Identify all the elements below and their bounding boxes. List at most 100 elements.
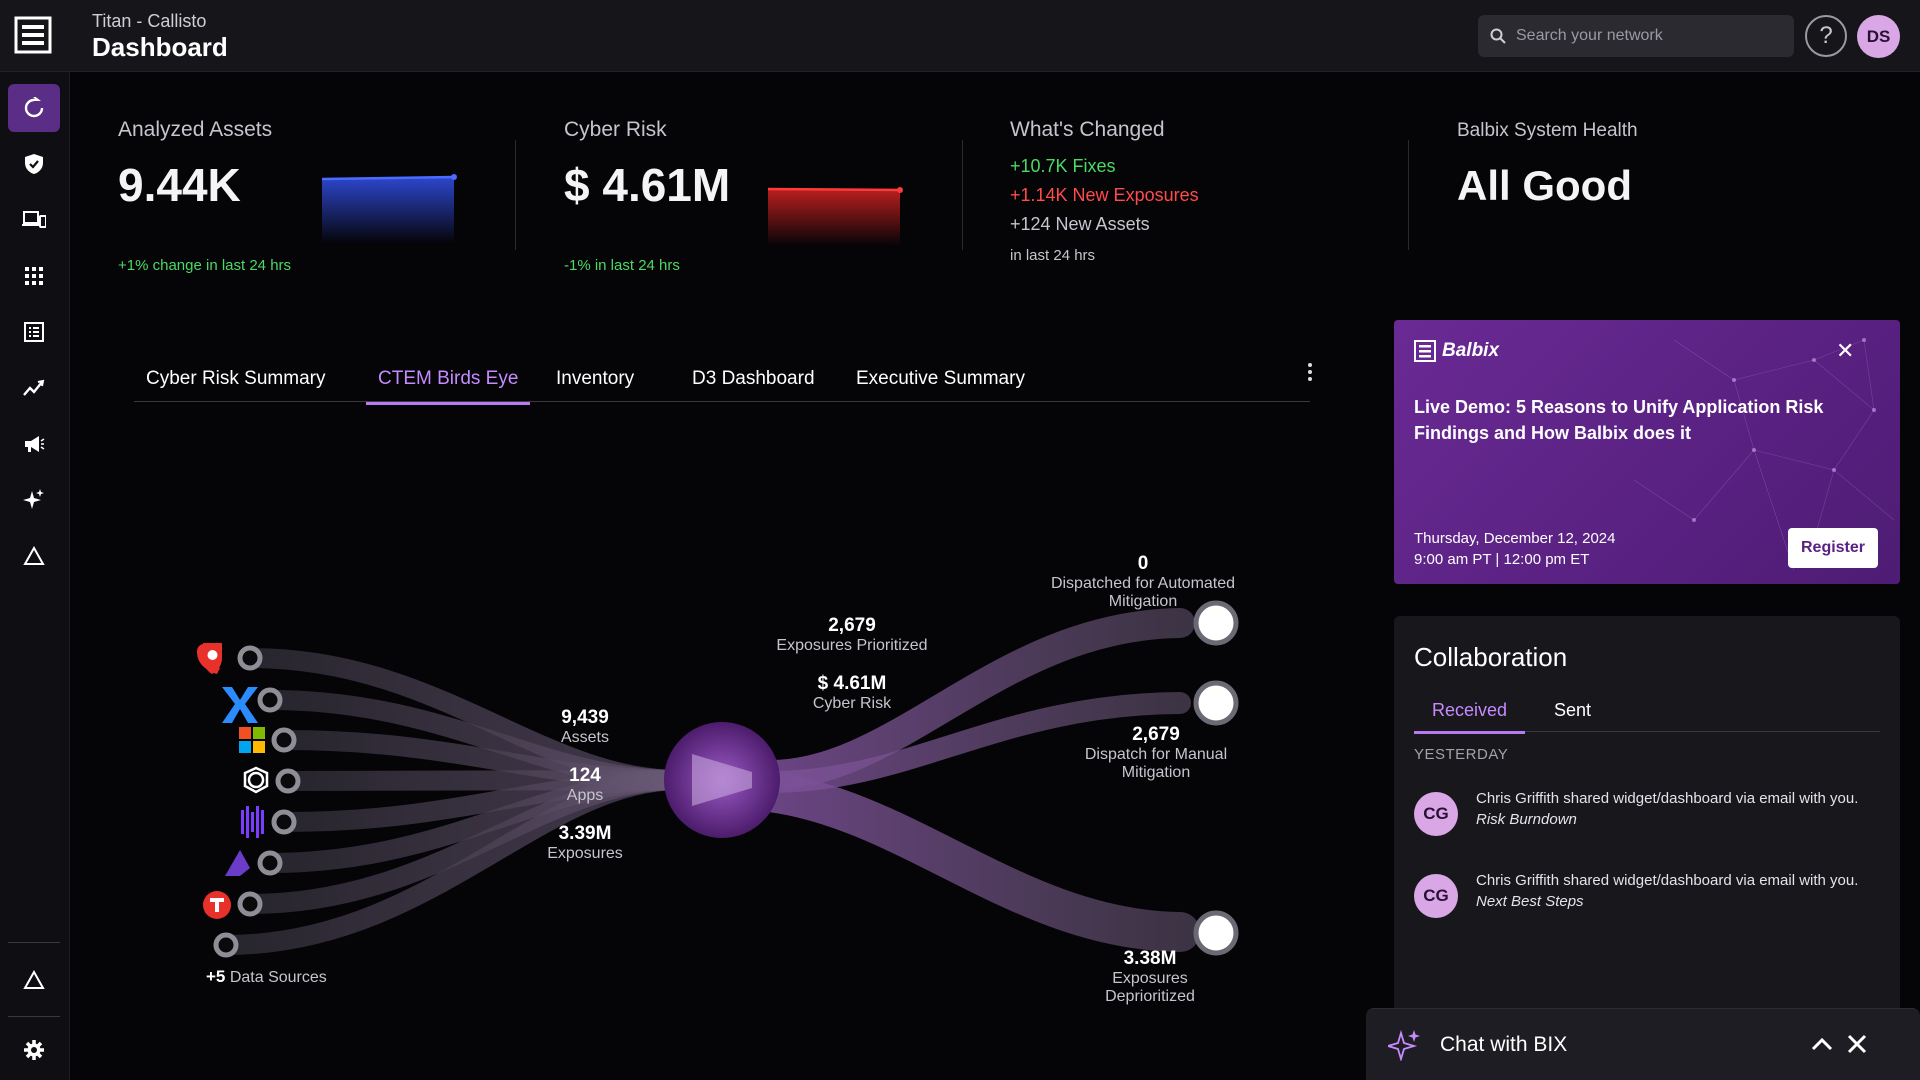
- nav-security[interactable]: [8, 140, 60, 188]
- search-input[interactable]: [1516, 27, 1786, 45]
- promo-date: Thursday, December 12, 2024: [1414, 530, 1616, 547]
- message-text: Chris Griffith shared widget/dashboard v…: [1476, 788, 1886, 830]
- prioritized-label: Exposures Prioritized: [776, 637, 928, 654]
- kpi-change: -1% in last 24 hrs: [564, 257, 680, 274]
- tab-ctem-birds-eye[interactable]: CTEM Birds Eye: [366, 368, 531, 405]
- prioritized-value: 2,679: [828, 615, 876, 636]
- automated-label: Dispatched for Automated Mitigation: [1050, 575, 1236, 610]
- prioritized-stat: 2,679 Exposures Prioritized: [752, 615, 952, 655]
- chat-with-bix-bar[interactable]: Chat with BIX: [1366, 1008, 1920, 1080]
- deprioritized-value: 3.38M: [1123, 948, 1177, 969]
- kpi-value: 9.44K: [118, 159, 241, 211]
- fixes-count: +10.7K Fixes: [1010, 156, 1116, 176]
- search-box[interactable]: [1478, 15, 1794, 57]
- shield-check-icon: [25, 154, 43, 174]
- page-title: Dashboard: [92, 32, 228, 62]
- kpi-whats-changed[interactable]: What's Changed +10.7K Fixes +1.14K New E…: [1010, 118, 1199, 264]
- tab-d3-dashboard[interactable]: D3 Dashboard: [692, 368, 815, 389]
- kpi-system-health[interactable]: Balbix System Health All Good: [1457, 120, 1638, 210]
- kpi-cyber-risk[interactable]: Cyber Risk $ 4.61M: [564, 118, 730, 212]
- apps-label: Apps: [566, 787, 604, 804]
- risk-sparkline: [768, 187, 903, 246]
- kpi-value: $ 4.61M: [564, 159, 731, 211]
- promo-datetime: Thursday, December 12, 2024 9:00 am PT |…: [1414, 528, 1616, 570]
- sparkle-icon: [23, 489, 44, 509]
- chevron-up-icon[interactable]: [1810, 1035, 1834, 1053]
- message-body: Chris Griffith shared widget/dashboard v…: [1476, 790, 1859, 807]
- promo-brand: Balbix: [1414, 340, 1499, 362]
- data-sources-more-count: +5: [206, 967, 226, 986]
- register-button[interactable]: Register: [1788, 528, 1878, 568]
- new-assets-count: +124 New Assets: [1010, 214, 1150, 234]
- kpi-label: Cyber Risk: [564, 118, 667, 141]
- openai-logo-icon: [243, 766, 269, 794]
- shared-item-name: Next Best Steps: [1476, 893, 1584, 910]
- kpi-label: Balbix System Health: [1457, 120, 1638, 141]
- top-bar: Titan - Callisto Dashboard ? DS: [0, 0, 1920, 72]
- qualys-logo-icon: [197, 643, 222, 674]
- tab-received[interactable]: Received: [1414, 700, 1526, 734]
- avatar: CG: [1414, 792, 1458, 836]
- chat-label: Chat with BIX: [1440, 1033, 1568, 1056]
- nav-devices[interactable]: [8, 196, 60, 244]
- automated-node: [1193, 600, 1239, 646]
- promo-brand-name: Balbix: [1442, 340, 1500, 361]
- help-button[interactable]: ?: [1805, 15, 1847, 57]
- collaboration-tabs: Received Sent: [1414, 692, 1880, 734]
- apps-value: 124: [569, 765, 601, 786]
- nav-dashboard[interactable]: [8, 84, 60, 132]
- user-avatar[interactable]: DS: [1857, 15, 1900, 58]
- nav-warnings[interactable]: [8, 956, 60, 1004]
- sidebar-divider: [8, 942, 60, 943]
- exposures-value: 3.39M: [558, 823, 612, 844]
- tenable-logo-icon: [203, 891, 231, 919]
- more-options-icon[interactable]: [1300, 360, 1320, 386]
- kpi-analyzed-assets[interactable]: Analyzed Assets 9.44K: [118, 118, 272, 212]
- apps-stat: 124 Apps: [520, 765, 650, 805]
- tab-sent[interactable]: Sent: [1554, 700, 1592, 720]
- close-icon[interactable]: [1846, 1033, 1868, 1055]
- kpi-change: +1% change in last 24 hrs: [118, 257, 292, 274]
- nav-ai[interactable]: [8, 476, 60, 524]
- nav-trends[interactable]: [8, 364, 60, 412]
- tab-cyber-risk-summary[interactable]: Cyber Risk Summary: [146, 368, 326, 389]
- deprioritized-node: [1193, 910, 1239, 956]
- kpi-value: All Good: [1457, 162, 1632, 209]
- gear-icon: [24, 1040, 44, 1060]
- nav-announcements[interactable]: [8, 420, 60, 468]
- manual-value: 2,679: [1132, 724, 1180, 745]
- promo-time: 9:00 am PT | 12:00 pm ET: [1414, 551, 1590, 568]
- triangle-logo-icon: [225, 850, 250, 876]
- close-icon[interactable]: ✕: [1836, 338, 1855, 363]
- manual-label: Dispatch for Manual Mitigation: [1084, 746, 1228, 781]
- balbix-logo-icon: [1414, 340, 1436, 362]
- ctem-flow-diagram: [197, 600, 1239, 958]
- devices-icon: [22, 211, 46, 228]
- deprioritized-stat: 3.38M Exposures Deprioritized: [1086, 948, 1214, 1006]
- nav-reports[interactable]: [8, 308, 60, 356]
- sidebar-divider: [8, 1016, 60, 1017]
- flow-cyber-risk-value: $ 4.61M: [817, 673, 887, 694]
- nav-apps[interactable]: [8, 252, 60, 300]
- tab-inventory[interactable]: Inventory: [556, 368, 635, 389]
- nav-settings[interactable]: [8, 1026, 60, 1074]
- search-icon: [1490, 28, 1506, 44]
- data-sources-label: +5 Data Sources: [206, 967, 346, 987]
- assets-sparkline: [322, 174, 457, 244]
- tab-executive-summary[interactable]: Executive Summary: [856, 368, 1025, 389]
- trend-chart-icon: [23, 379, 45, 396]
- incoming-streams: [216, 648, 690, 955]
- kpi-label: What's Changed: [1010, 118, 1165, 141]
- megaphone-icon: [25, 436, 45, 452]
- balbix-logo-icon[interactable]: [14, 16, 52, 54]
- assets-label: Assets: [560, 729, 609, 746]
- message-text: Chris Griffith shared widget/dashboard v…: [1476, 870, 1886, 912]
- nav-alerts[interactable]: [8, 532, 60, 580]
- webinar-promo-card: Balbix Live Demo: 5 Reasons to Unify App…: [1394, 320, 1900, 584]
- refresh-circle-icon: [24, 97, 44, 118]
- shared-item-name: Risk Burndown: [1476, 811, 1577, 828]
- new-exposures-count: +1.14K New Exposures: [1010, 185, 1199, 205]
- exposures-label: Exposures: [547, 845, 623, 862]
- collaboration-title: Collaboration: [1414, 642, 1568, 672]
- network-pattern: [1633, 338, 1895, 571]
